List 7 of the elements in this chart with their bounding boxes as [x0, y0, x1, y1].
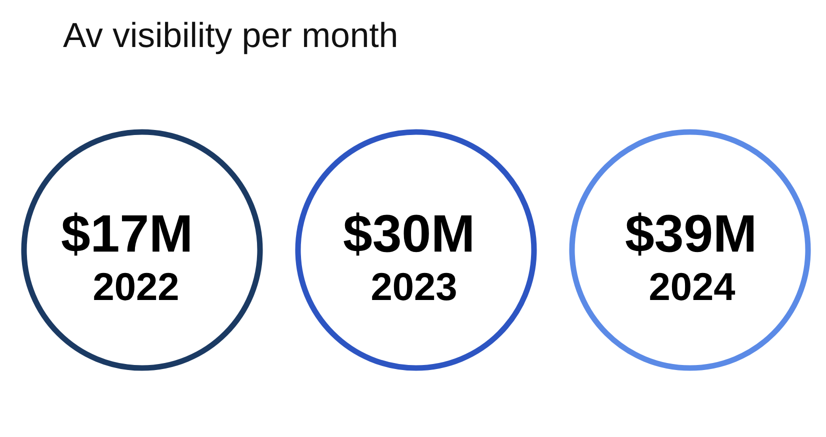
text: Av visibility per month — [63, 22, 396, 54]
category-label: 2023 — [372, 272, 456, 300]
data-label: $17M — [62, 212, 190, 256]
data-label: $30M — [344, 212, 472, 256]
category-label: 2024 — [650, 272, 736, 300]
category-label: 2022 — [94, 272, 178, 300]
data-label: $39M — [626, 212, 754, 256]
